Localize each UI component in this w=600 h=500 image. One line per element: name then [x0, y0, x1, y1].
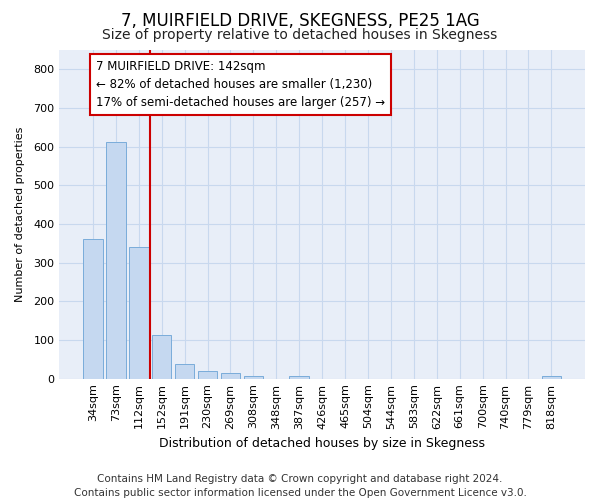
Bar: [244, 376, 263, 378]
Bar: [198, 372, 217, 378]
Text: Contains HM Land Registry data © Crown copyright and database right 2024.
Contai: Contains HM Land Registry data © Crown c…: [74, 474, 526, 498]
Bar: [221, 373, 240, 378]
Bar: [542, 376, 561, 378]
Bar: [175, 364, 194, 378]
Y-axis label: Number of detached properties: Number of detached properties: [15, 126, 25, 302]
Text: 7 MUIRFIELD DRIVE: 142sqm
← 82% of detached houses are smaller (1,230)
17% of se: 7 MUIRFIELD DRIVE: 142sqm ← 82% of detac…: [96, 60, 385, 109]
Bar: [83, 240, 103, 378]
Bar: [106, 142, 125, 378]
Text: 7, MUIRFIELD DRIVE, SKEGNESS, PE25 1AG: 7, MUIRFIELD DRIVE, SKEGNESS, PE25 1AG: [121, 12, 479, 30]
Text: Size of property relative to detached houses in Skegness: Size of property relative to detached ho…: [103, 28, 497, 42]
Bar: [152, 335, 172, 378]
Bar: [129, 247, 149, 378]
X-axis label: Distribution of detached houses by size in Skegness: Distribution of detached houses by size …: [159, 437, 485, 450]
Bar: [289, 376, 309, 378]
